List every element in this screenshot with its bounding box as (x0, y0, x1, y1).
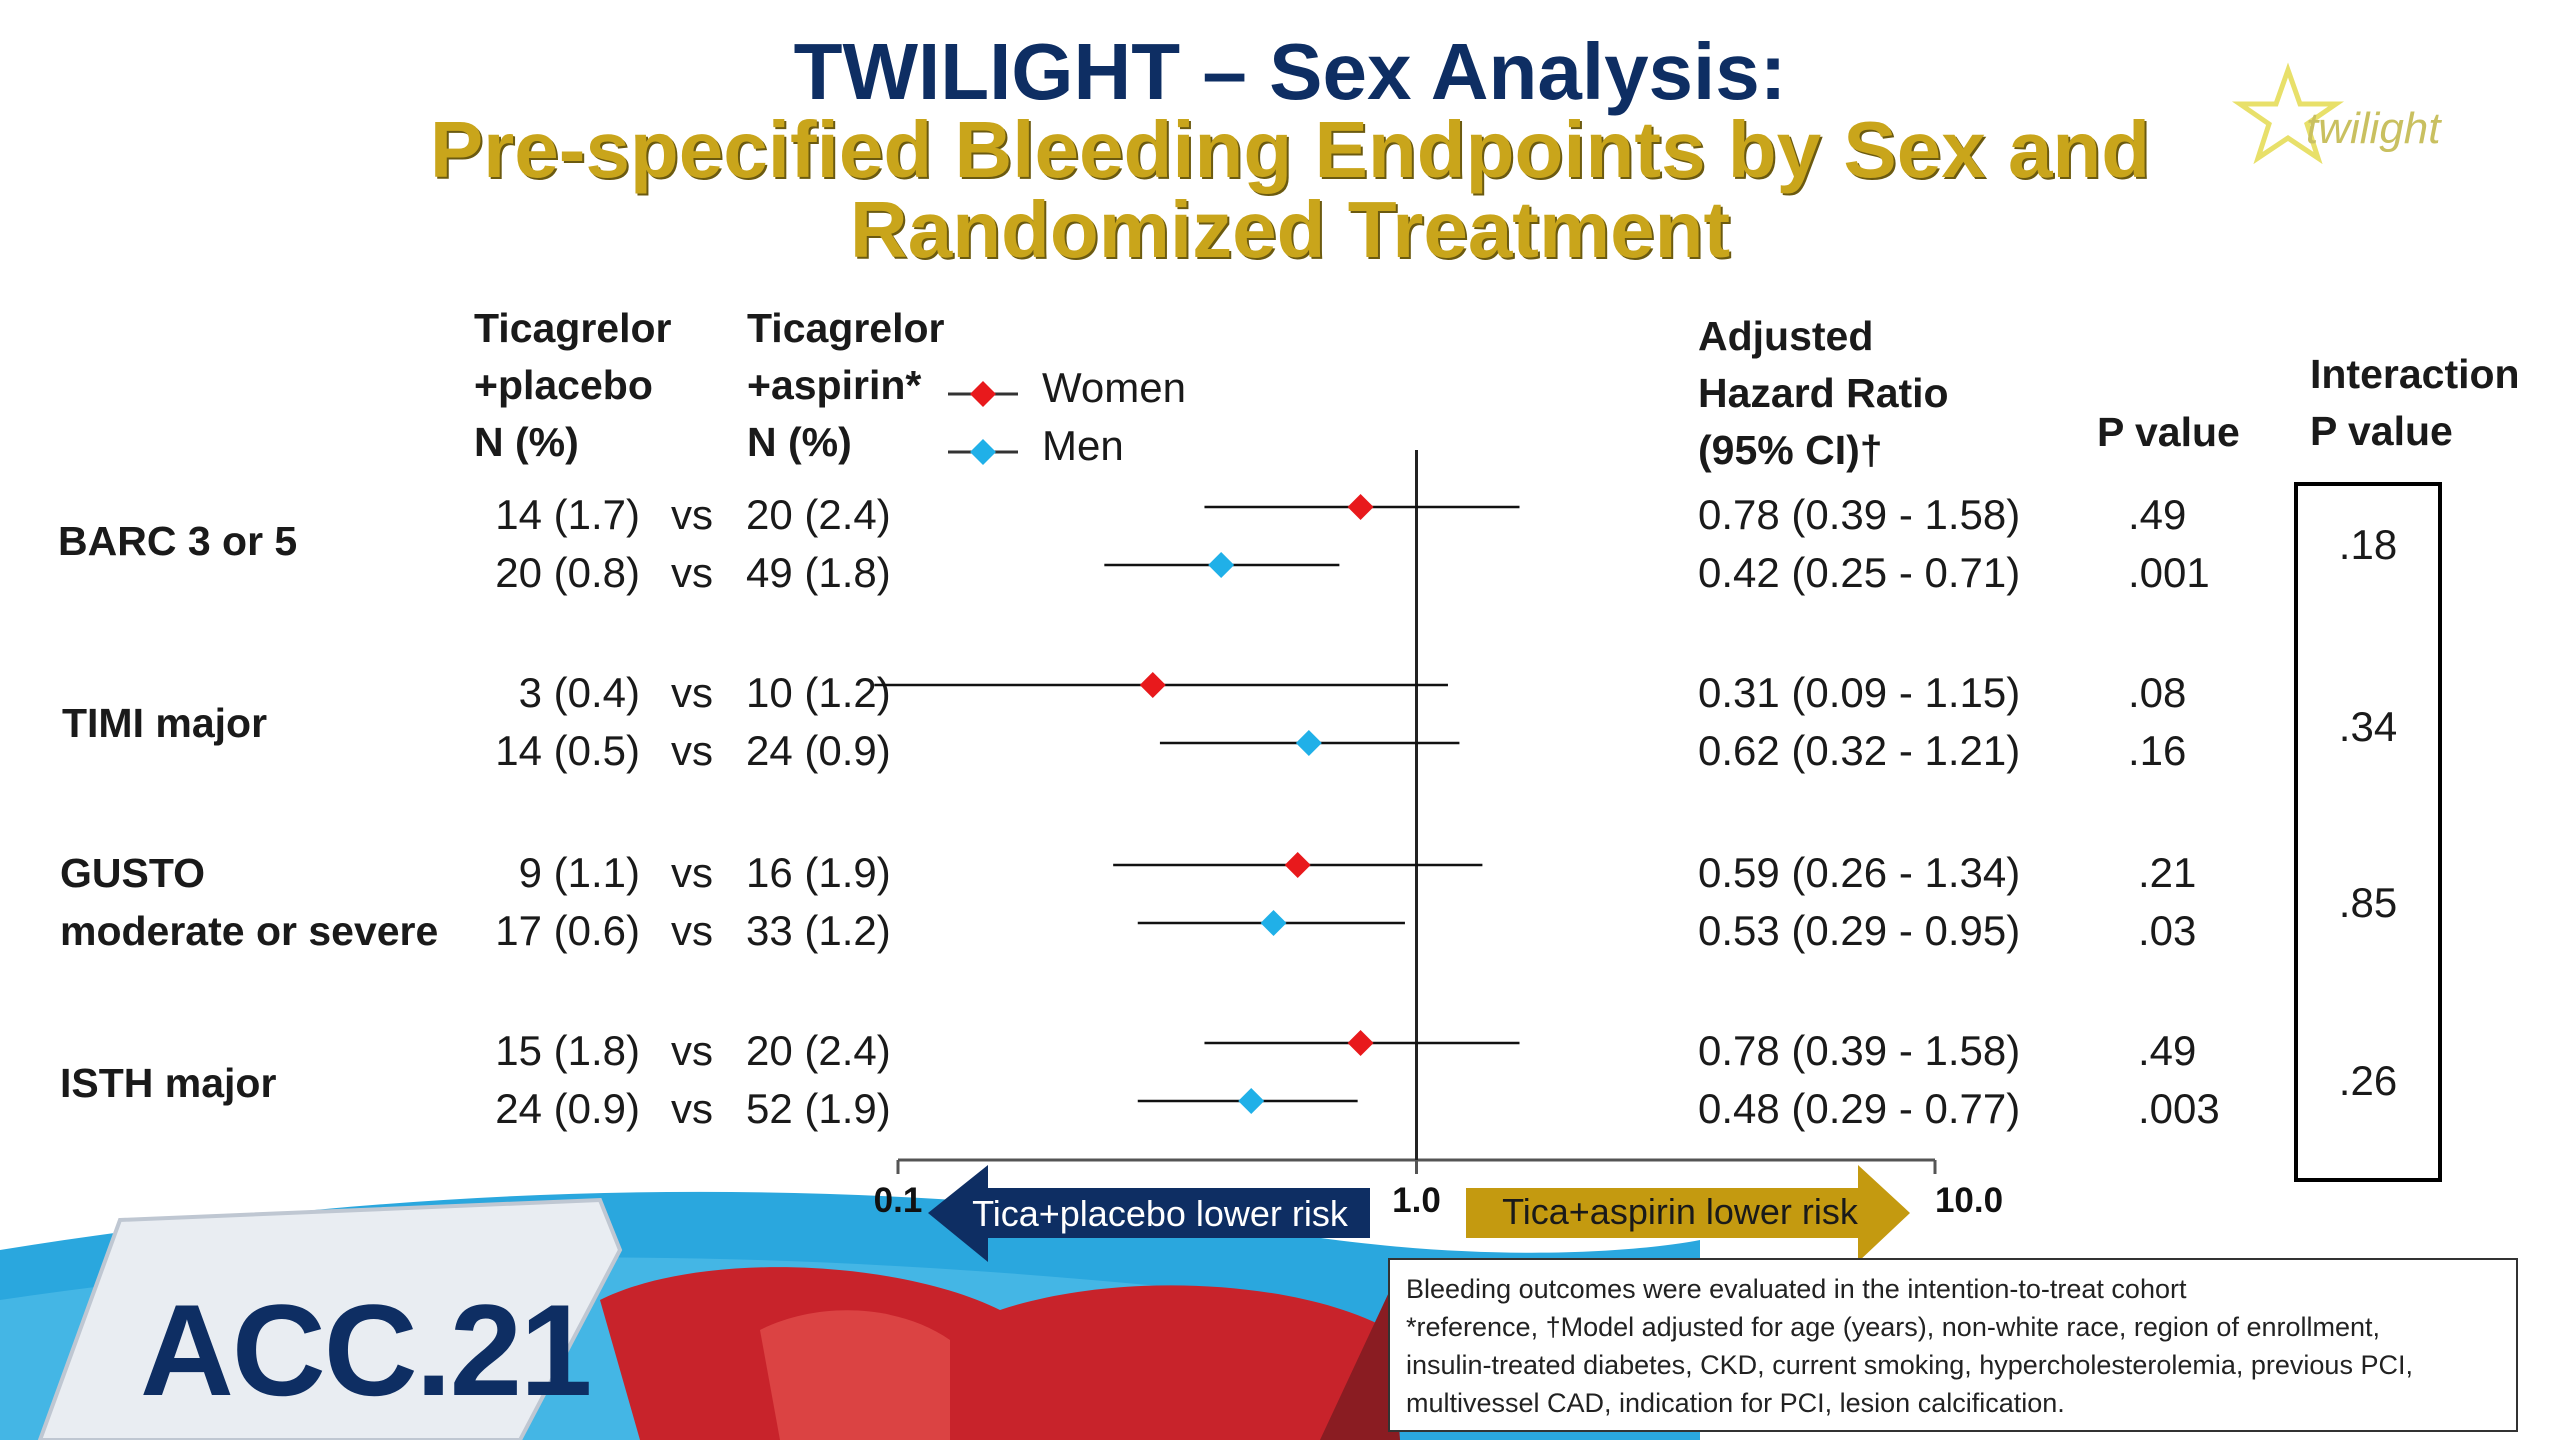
interaction-p-barc: .18 (2338, 521, 2398, 568)
cell-aspirin: 16 (1.9) (746, 849, 891, 896)
x-tick-label: 10.0 (1935, 1181, 2003, 1220)
cell-p: .003 (2138, 1085, 2220, 1132)
page-title: TWILIGHT – Sex Analysis: (793, 27, 1787, 116)
footnote-line: *reference, †Model adjusted for age (yea… (1406, 1312, 2381, 1342)
cell-placebo: 24 (0.9) (495, 1085, 640, 1132)
cell-p: .03 (2138, 907, 2197, 954)
cell-placebo: 20 (0.8) (495, 549, 640, 596)
footnote-line: insulin-treated diabetes, CKD, current s… (1406, 1350, 2413, 1380)
cell-p: .21 (2138, 849, 2197, 896)
endpoint-label-timi: TIMI major (62, 700, 268, 746)
header-hazard-ratio: Adjusted Hazard Ratio (95% CI)† (1698, 313, 1949, 473)
twilight-logo-text: twilight (2306, 104, 2441, 153)
cell-p: .16 (2128, 727, 2187, 774)
cell-vs: vs (671, 669, 713, 716)
point-women (1347, 1030, 1374, 1056)
cell-p: .08 (2128, 669, 2187, 716)
cell-aspirin: 20 (2.4) (746, 1027, 891, 1074)
header-placebo: Ticagrelor +placebo N (%) (474, 305, 672, 465)
endpoint-label-isth: ISTH major (60, 1060, 277, 1106)
cell-vs: vs (671, 549, 713, 596)
legend-markers (948, 381, 1018, 465)
interaction-p-isth: .26 (2338, 1057, 2398, 1104)
star-logo-icon (2231, 62, 2345, 165)
cell-aspirin: 10 (1.2) (746, 669, 891, 716)
cell-aspirin: 33 (1.2) (746, 907, 891, 954)
footnote-line: multivessel CAD, indication for PCI, les… (1406, 1388, 2065, 1418)
arrow-placebo-label: Tica+placebo lower risk (972, 1193, 1349, 1234)
cell-placebo: 14 (1.7) (495, 491, 640, 538)
cell-p: .49 (2128, 491, 2187, 538)
interaction-p-gusto: .85 (2338, 879, 2398, 926)
point-women (1139, 672, 1166, 698)
arrow-aspirin-label: Tica+aspirin lower risk (1502, 1191, 1859, 1232)
header-interaction-p: Interaction P value (2310, 351, 2520, 454)
x-tick-label: 0.1 (874, 1181, 923, 1220)
cell-vs: vs (671, 491, 713, 538)
header-aspirin: Ticagrelor +aspirin* N (%) (747, 305, 945, 465)
footnote-line: Bleeding outcomes were evaluated in the … (1406, 1274, 2187, 1304)
cell-hr: 0.31 (0.09 - 1.15) (1698, 669, 2021, 716)
cell-p: .49 (2138, 1027, 2197, 1074)
cell-placebo: 17 (0.6) (495, 907, 640, 954)
legend-men-marker (970, 439, 996, 465)
point-men (1260, 910, 1287, 936)
cell-vs: vs (671, 907, 713, 954)
acc21-logo: ACC.21 (140, 1277, 592, 1423)
cell-vs: vs (671, 849, 713, 896)
cell-hr: 0.78 (0.39 - 1.58) (1698, 1027, 2021, 1074)
interaction-p-timi: .34 (2338, 703, 2398, 750)
cell-hr: 0.78 (0.39 - 1.58) (1698, 491, 2021, 538)
cell-hr: 0.59 (0.26 - 1.34) (1698, 849, 2021, 896)
legend-women-marker (970, 381, 996, 407)
arrow-aspirin-lower-risk (1466, 1165, 1910, 1262)
cell-placebo: 9 (1.1) (518, 849, 640, 896)
interaction-p-box (2294, 482, 2442, 1182)
legend-women-label: Women (1042, 364, 1186, 411)
point-men (1208, 552, 1235, 578)
x-tick-label: 1.0 (1392, 1181, 1441, 1220)
page-subtitle-line2: Randomized Treatment (849, 185, 1731, 274)
cell-hr: 0.42 (0.25 - 0.71) (1698, 549, 2021, 596)
cell-aspirin: 49 (1.8) (746, 549, 891, 596)
cell-hr: 0.53 (0.29 - 0.95) (1698, 907, 2021, 954)
cell-placebo: 14 (0.5) (495, 727, 640, 774)
legend-men-label: Men (1042, 422, 1124, 469)
arrow-placebo-lower-risk (928, 1165, 1370, 1262)
point-women (1347, 494, 1374, 520)
cell-vs: vs (671, 1027, 713, 1074)
cell-aspirin: 24 (0.9) (746, 727, 891, 774)
point-women (1284, 852, 1311, 878)
cell-aspirin: 52 (1.9) (746, 1085, 891, 1132)
cell-hr: 0.48 (0.29 - 0.77) (1698, 1085, 2021, 1132)
cell-placebo: 15 (1.8) (495, 1027, 640, 1074)
header-p-value: P value (2097, 409, 2240, 455)
point-men (1295, 730, 1322, 756)
page-subtitle-line1: Pre-specified Bleeding Endpoints by Sex … (429, 105, 2151, 194)
footnote-box: Bleeding outcomes were evaluated in the … (1388, 1258, 2518, 1432)
cell-placebo: 3 (0.4) (518, 669, 640, 716)
cell-hr: 0.62 (0.32 - 1.21) (1698, 727, 2021, 774)
endpoint-label-gusto: GUSTO (60, 850, 206, 896)
cell-aspirin: 20 (2.4) (746, 491, 891, 538)
endpoint-label-gusto-sub: moderate or severe (60, 908, 439, 954)
acc-logo-plate (37, 1197, 623, 1440)
cell-vs: vs (671, 1085, 713, 1132)
point-men (1238, 1088, 1265, 1114)
cell-p: .001 (2128, 549, 2210, 596)
endpoint-label-barc: BARC 3 or 5 (58, 518, 298, 564)
cell-vs: vs (671, 727, 713, 774)
